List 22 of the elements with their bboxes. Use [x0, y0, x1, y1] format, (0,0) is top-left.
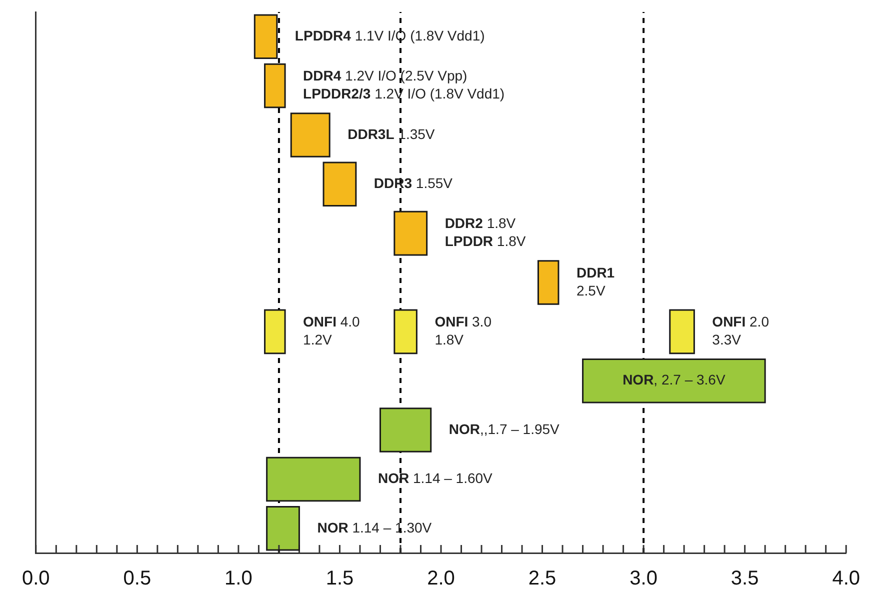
data-label: DDR2 1.8V LPDDR 1.8V — [444, 215, 526, 250]
data-label: DDR1 2.5V — [576, 264, 615, 298]
x-tick-label: 2.5 — [528, 568, 556, 590]
x-tick-label: 3.0 — [630, 568, 658, 590]
data-label: NOR 1.14 – 1.60V — [378, 470, 494, 486]
data-label: DDR4 1.2V I/O (2.5V Vpp) LPDDR2/3 1.2V I/O (1.8V Vdd1) — [303, 68, 505, 102]
x-tick-label: 0.5 — [123, 568, 152, 590]
data-label: ONFI 3.0 1.8V — [434, 314, 492, 348]
data-label: DDR3 1.55V — [374, 174, 454, 191]
data-label: NOR, 2.7 – 3.6V — [622, 372, 726, 388]
x-tick-label: 0.0 — [22, 568, 50, 590]
x-tick-label: 1.0 — [224, 568, 252, 590]
data-label: ONFI 4.0 1.2V — [303, 314, 360, 348]
data-label: LPDDR4 1.1V I/O (1.8V Vdd1) — [294, 27, 485, 44]
x-tick-label: 1.5 — [326, 568, 354, 590]
data-label: NOR 1.14 – 1.30V — [317, 519, 432, 536]
data-label: NOR,,1.7 – 1.95V — [448, 420, 560, 437]
x-tick-label: 3.5 — [730, 568, 759, 590]
data-label: ONFI 2.0 3.3V — [712, 314, 770, 348]
x-tick-label: 4.0 — [832, 568, 860, 590]
data-label: DDR3L 1.35V — [348, 126, 436, 142]
x-tick-label: 2.0 — [427, 568, 455, 590]
